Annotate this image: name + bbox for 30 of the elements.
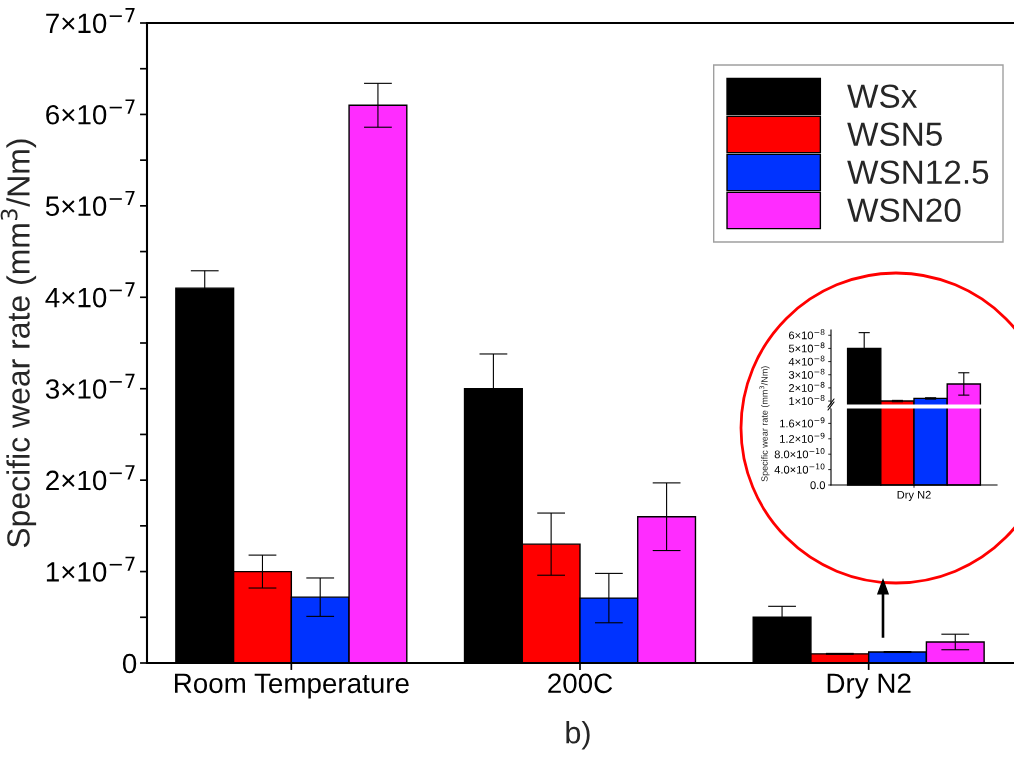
y-tick-label: 1.2×10$^{−9}$ [780, 432, 825, 443]
legend-label: WSx [847, 84, 918, 108]
y-tick-label: 1×10$^{−8}$ [789, 394, 825, 406]
y-tick-label: 4×10$^{−8}$ [788, 355, 825, 366]
y-tick-label: 5×10$^{−8}$ [788, 342, 825, 353]
legend-label: WSN20 [847, 198, 961, 222]
x-tick-label: 200C [548, 673, 613, 694]
y-tick-label: 4.0×10$^{−10}$ [774, 463, 825, 474]
x-tick-label: Dry N2 [827, 673, 911, 699]
y-axis-title: Specific wear rate (mm$^{3}$/Nm) [0, 139, 37, 548]
y-tick-label: 0.0 [810, 481, 826, 490]
x-tick-label: Dry N2 [897, 490, 931, 501]
y-tick-label: 6×10$^{−8}$ [789, 329, 825, 340]
y-tick-label: 5×10$^{−7}$ [45, 190, 135, 217]
y-tick-label: 8.0×10$^{−10}$ [774, 448, 825, 459]
legend-label: WSN5 [847, 122, 942, 146]
y-tick-label: 2×10$^{−8}$ [789, 381, 825, 392]
y-tick-label: 0 [122, 653, 137, 674]
y-tick-label: 7×10$^{−7}$ [46, 8, 135, 34]
legend-label: WSN12.5 [847, 160, 989, 184]
x-tick-label: Room Temperature [174, 673, 409, 699]
y-tick-label: 1×10$^{−7}$ [46, 556, 135, 582]
y-tick-label: 1.6×10$^{−9}$ [780, 417, 825, 428]
y-axis-title: Specific wear rate (mm$^{3}$/Nm) [759, 366, 770, 482]
y-tick-label: 3×10$^{−7}$ [45, 373, 135, 399]
y-tick-label: 6×10$^{−7}$ [46, 99, 135, 125]
y-tick-label: 2×10$^{−7}$ [46, 465, 135, 491]
y-tick-label: 3×10$^{−8}$ [788, 368, 825, 379]
text: b) [566, 721, 590, 750]
y-tick-label: 4×10$^{−7}$ [45, 282, 135, 308]
